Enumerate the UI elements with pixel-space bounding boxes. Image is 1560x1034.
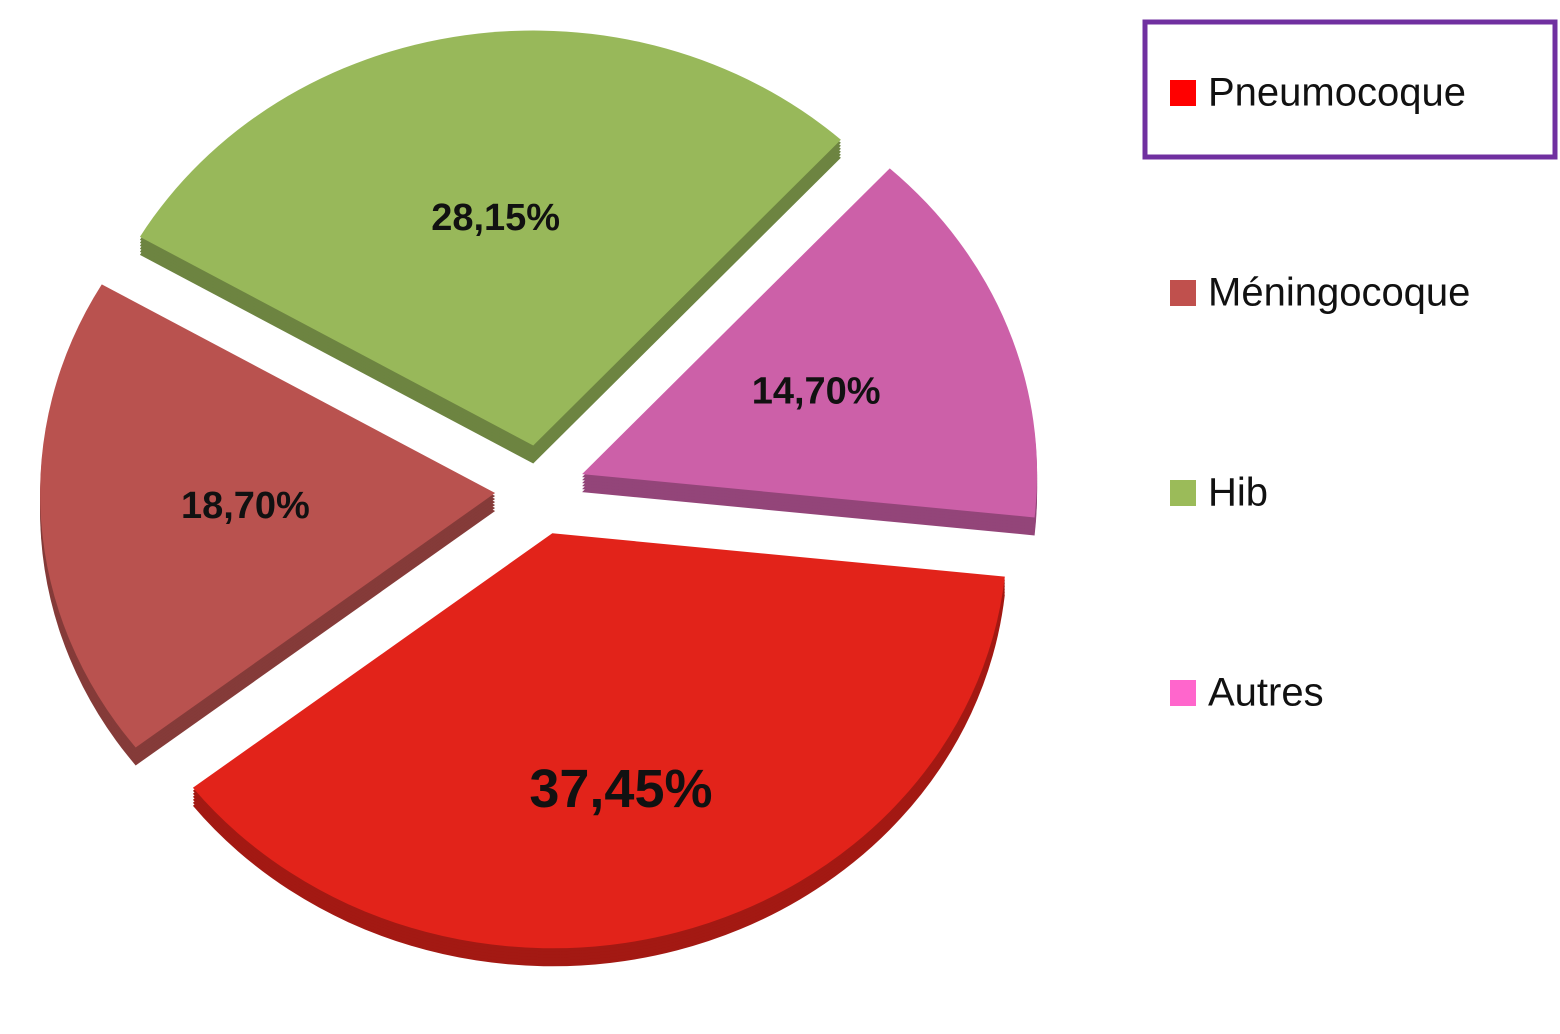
legend-swatch (1170, 680, 1196, 706)
slice (40, 284, 496, 748)
data-label: 14,70% (752, 370, 881, 412)
legend-label: Pneumocoque (1208, 71, 1466, 115)
legend-swatch (1170, 480, 1196, 506)
legend-label: Hib (1208, 471, 1268, 515)
slice (582, 168, 1038, 518)
data-label: 28,15% (431, 197, 560, 239)
legend-swatch (1170, 280, 1196, 306)
legend-label: Autres (1208, 671, 1324, 715)
legend-swatch (1170, 80, 1196, 106)
slice (139, 30, 841, 446)
data-label: 37,45% (529, 759, 712, 819)
legend-highlight (1142, 19, 1558, 160)
data-label: 18,70% (181, 485, 310, 527)
slice (192, 533, 1005, 949)
legend-label: Méningocoque (1208, 271, 1470, 315)
